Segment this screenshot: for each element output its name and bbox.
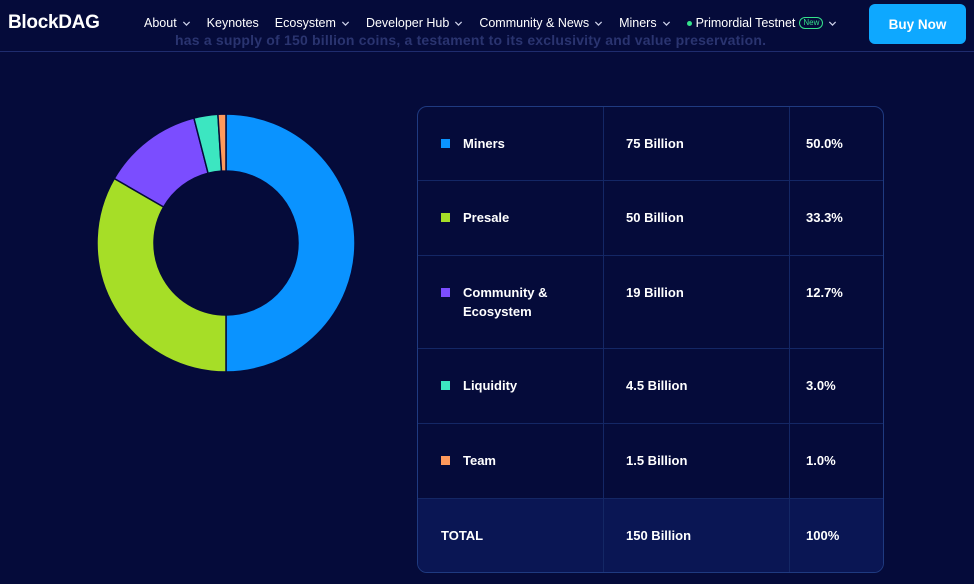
donut-slice-presale: [96, 177, 227, 373]
chevron-down-icon: [662, 19, 671, 28]
status-dot-icon: [686, 20, 692, 26]
row-percent: 33.3%: [806, 210, 843, 225]
legend-square-icon: [441, 213, 450, 222]
name-cell: Liquidity: [418, 349, 604, 423]
menu-item-label: Ecosystem: [274, 16, 336, 30]
donut-chart-svg: [96, 113, 356, 373]
menu-item-about[interactable]: About: [144, 16, 191, 30]
table-row: Liquidity 4.5 Billion 3.0%: [418, 349, 883, 424]
menu-item-keynotes[interactable]: Keynotes: [207, 16, 259, 30]
legend-square-icon: [441, 288, 450, 297]
row-percent: 12.7%: [806, 285, 843, 300]
menu-item-label: About: [144, 16, 177, 30]
row-percent: 1.0%: [806, 453, 836, 468]
menu-item-community-news[interactable]: Community & News: [479, 16, 603, 30]
row-name: Team: [463, 453, 496, 468]
total-label: TOTAL: [441, 528, 484, 543]
donut-slice-team: [217, 113, 227, 172]
name-cell: Miners: [418, 107, 604, 180]
percent-cell: 1.0%: [790, 424, 883, 498]
menu-item-label: Primordial Testnet: [695, 16, 796, 30]
menu-item-developer-hub[interactable]: Developer Hub: [366, 16, 463, 30]
amount-cell: 1.5 Billion: [604, 424, 790, 498]
row-name: Miners: [463, 136, 505, 151]
total-percent: 100%: [806, 528, 840, 543]
row-percent: 3.0%: [806, 378, 836, 393]
percent-cell: 33.3%: [790, 181, 883, 255]
row-amount: 4.5 Billion: [626, 378, 688, 393]
menu-item-label: Keynotes: [206, 16, 259, 30]
name-cell: TOTAL: [418, 499, 604, 572]
amount-cell: 4.5 Billion: [604, 349, 790, 423]
token-allocation-table: Miners 75 Billion 50.0% Presale 50 Billi…: [417, 106, 884, 573]
row-percent: 50.0%: [806, 136, 843, 151]
chevron-down-icon: [594, 19, 603, 28]
row-amount: 1.5 Billion: [626, 453, 688, 468]
table-row: Miners 75 Billion 50.0%: [418, 107, 883, 181]
main-menu: About Keynotes Ecosystem Developer Hub C…: [144, 0, 853, 46]
menu-item-ecosystem[interactable]: Ecosystem: [275, 16, 350, 30]
scrolled-subtitle-text: has a supply of 150 billion coins, a tes…: [175, 32, 767, 48]
percent-cell: 12.7%: [790, 256, 883, 348]
blockdag-logo[interactable]: BlockDAG: [8, 12, 100, 33]
percent-cell: 50.0%: [790, 107, 883, 180]
token-allocation-donut-chart: [92, 109, 360, 377]
amount-cell: 75 Billion: [604, 107, 790, 180]
table-row: Community & Ecosystem 19 Billion 12.7%: [418, 256, 883, 349]
buy-now-button[interactable]: Buy Now: [869, 4, 966, 44]
row-amount: 75 Billion: [626, 136, 684, 151]
menu-item-label: Miners: [619, 16, 657, 30]
table-row: Team 1.5 Billion 1.0%: [418, 424, 883, 499]
table-row: Presale 50 Billion 33.3%: [418, 181, 883, 256]
row-amount: 19 Billion: [626, 285, 684, 300]
row-name: Liquidity: [463, 378, 518, 393]
donut-slice-miners: [225, 113, 356, 373]
chevron-down-icon: [454, 19, 463, 28]
percent-cell: 100%: [790, 499, 883, 572]
total-amount: 150 Billion: [626, 528, 692, 543]
menu-item-primordial-testnet[interactable]: Primordial Testnet New: [686, 16, 838, 30]
row-name: Community & Ecosystem: [463, 285, 548, 319]
table-total-row: TOTAL 150 Billion 100%: [418, 499, 883, 572]
name-cell: Presale: [418, 181, 604, 255]
amount-cell: 50 Billion: [604, 181, 790, 255]
chevron-down-icon: [341, 19, 350, 28]
legend-square-icon: [441, 139, 450, 148]
top-navbar: has a supply of 150 billion coins, a tes…: [0, 0, 974, 52]
amount-cell: 150 Billion: [604, 499, 790, 572]
chevron-down-icon: [182, 19, 191, 28]
menu-item-label: Community & News: [479, 16, 590, 30]
menu-item-miners[interactable]: Miners: [619, 16, 671, 30]
name-cell: Community & Ecosystem: [418, 256, 604, 348]
legend-square-icon: [441, 381, 450, 390]
new-badge: New: [799, 17, 824, 29]
percent-cell: 3.0%: [790, 349, 883, 423]
row-name: Presale: [463, 210, 510, 225]
chevron-down-icon: [828, 19, 837, 28]
menu-item-label: Developer Hub: [365, 16, 450, 30]
amount-cell: 19 Billion: [604, 256, 790, 348]
name-cell: Team: [418, 424, 604, 498]
row-amount: 50 Billion: [626, 210, 684, 225]
legend-square-icon: [441, 456, 450, 465]
